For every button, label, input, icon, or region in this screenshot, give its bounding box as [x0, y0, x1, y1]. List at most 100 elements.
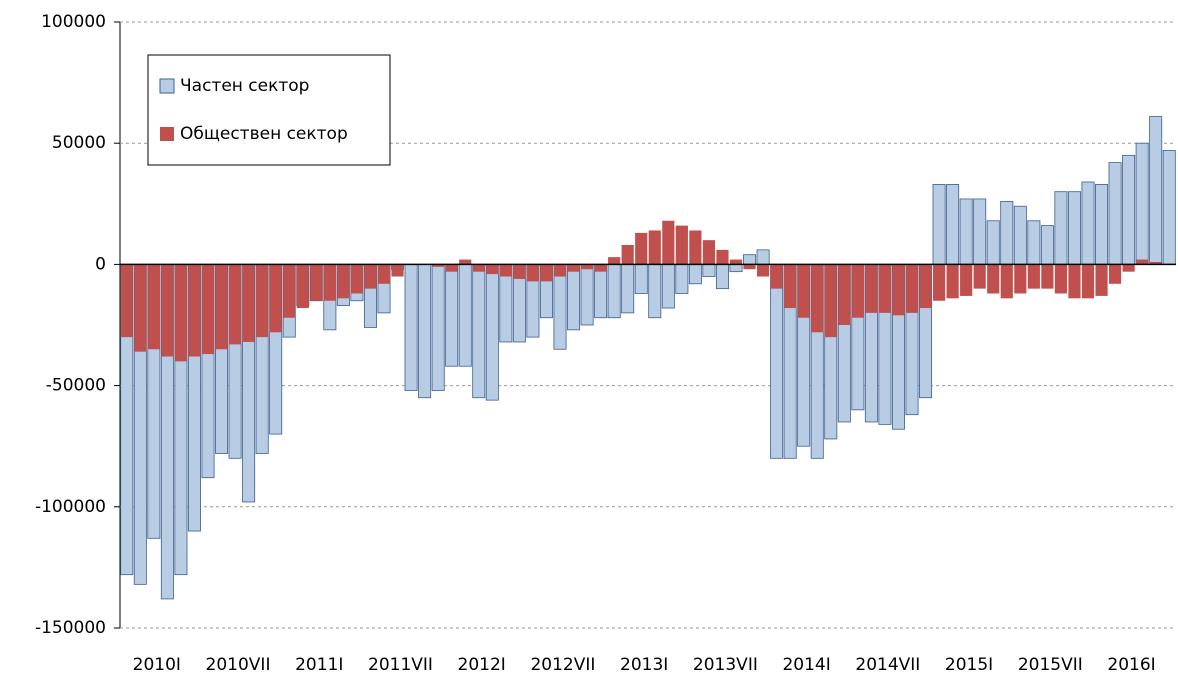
bar: [567, 264, 580, 272]
x-tick-label: 2012VII: [530, 655, 595, 675]
bar: [485, 263, 499, 401]
bar: [770, 263, 784, 459]
bar: [242, 264, 255, 342]
legend-label: Обществен сектор: [180, 124, 348, 144]
bar: [1013, 205, 1027, 265]
x-tick-label: 2011VII: [368, 655, 433, 675]
y-tick-label: -150000: [35, 618, 106, 638]
bar: [1054, 264, 1068, 294]
bar: [256, 264, 269, 338]
bar: [770, 264, 783, 289]
bar: [526, 264, 540, 282]
bar: [743, 264, 756, 270]
bar: [797, 264, 810, 318]
bar: [472, 264, 485, 272]
bar: [283, 264, 296, 318]
x-tick-label: 2014I: [782, 655, 830, 675]
bar: [432, 264, 445, 267]
bar: [296, 264, 309, 309]
bar: [445, 263, 459, 367]
bar: [472, 263, 486, 399]
bar: [702, 263, 716, 277]
x-tick-label: 2015I: [945, 655, 993, 675]
bar: [648, 230, 661, 265]
bar: [662, 220, 675, 265]
bar: [634, 263, 648, 294]
bar: [1040, 225, 1054, 265]
bar: [391, 264, 404, 277]
bar: [865, 264, 878, 313]
bar: [784, 264, 797, 309]
bar: [1095, 264, 1108, 296]
bar: [1014, 264, 1027, 294]
x-tick-label: 2013I: [620, 655, 668, 675]
bar: [756, 264, 770, 277]
bar: [1081, 264, 1095, 299]
bar: [418, 263, 432, 399]
bar: [892, 264, 905, 316]
bar: [1081, 181, 1095, 265]
bar: [1067, 191, 1081, 265]
bar: [851, 264, 864, 318]
bar: [621, 263, 635, 314]
bar: [715, 263, 729, 290]
x-tick-label: 2012I: [458, 655, 506, 675]
bar: [499, 264, 512, 277]
bar: [688, 263, 702, 285]
x-tick-label: 2011I: [295, 655, 343, 675]
bar: [1122, 154, 1136, 265]
x-tick-label: 2015VII: [1018, 655, 1083, 675]
bar: [337, 264, 350, 299]
bar: [608, 257, 621, 265]
bar: [1149, 261, 1162, 265]
bar: [553, 264, 567, 277]
bar: [973, 264, 986, 289]
bar: [161, 264, 174, 357]
legend-box: [147, 54, 391, 166]
y-tick-label: -100000: [35, 497, 106, 517]
bar: [594, 264, 607, 272]
legend-label: Частен сектор: [180, 76, 309, 96]
bar: [201, 264, 215, 355]
y-tick-label: 100000: [41, 12, 106, 32]
bar: [459, 259, 472, 265]
bar: [986, 220, 1000, 265]
bar: [960, 264, 973, 296]
bar: [350, 264, 364, 294]
bar: [824, 264, 837, 338]
bar: [1027, 220, 1041, 265]
bar: [1054, 191, 1068, 265]
bar: [174, 264, 188, 362]
bar: [811, 264, 824, 333]
bar: [1108, 162, 1122, 265]
bar: [648, 263, 662, 319]
bar: [458, 263, 472, 367]
bar: [120, 264, 133, 338]
bar: [513, 264, 526, 279]
bar: [675, 225, 688, 265]
bar: [1135, 142, 1149, 265]
bar: [1000, 264, 1013, 299]
bar: [1000, 200, 1014, 265]
bar: [269, 264, 282, 333]
bar: [147, 264, 160, 350]
bar: [743, 254, 757, 265]
bar: [932, 264, 946, 301]
bar: [607, 263, 621, 319]
bar: [1162, 150, 1176, 265]
x-tick-label: 2010VII: [206, 655, 271, 675]
bar: [729, 263, 743, 273]
bar: [1041, 264, 1054, 289]
bar: [404, 263, 418, 391]
bar: [946, 264, 959, 299]
bar: [377, 264, 391, 284]
bar: [228, 264, 242, 345]
bar: [1136, 259, 1149, 265]
bar: [621, 245, 634, 265]
bar: [323, 264, 336, 301]
bar: [946, 184, 960, 265]
bar: [1027, 264, 1040, 289]
bar: [1122, 264, 1135, 272]
bar: [838, 264, 851, 325]
